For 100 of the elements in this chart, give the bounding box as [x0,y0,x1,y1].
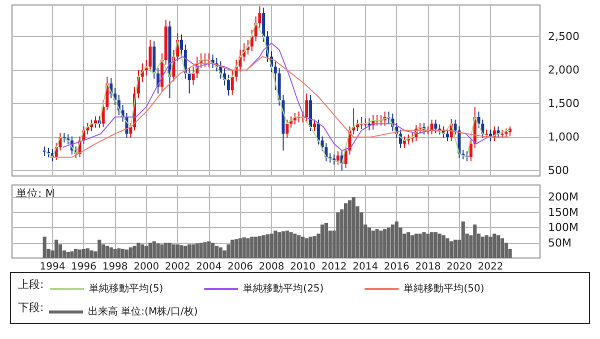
bar [274,230,278,258]
bar [285,230,289,258]
bar [156,243,160,258]
bar [480,236,484,258]
bar [484,235,488,258]
bar [453,240,458,258]
candlestick [446,129,449,142]
candlestick [262,7,266,42]
bar [488,236,492,258]
bar [70,251,74,258]
y-tick-label: 1,500 [548,97,580,110]
line-series [49,56,510,158]
bar [461,222,465,258]
bar [234,239,238,258]
bar [438,234,442,258]
bar [304,238,308,258]
bar [117,248,121,258]
bar [214,246,218,258]
bar [113,248,117,258]
bar [414,234,418,258]
bar [371,230,375,258]
bar [160,244,164,258]
bar [188,244,192,258]
candlestick [129,122,132,138]
y-tick-label: 200M [548,190,578,204]
y-tick-label: 1,000 [548,130,580,144]
y-tick-label: 150M [548,206,578,219]
bar [254,236,258,258]
candlestick [148,39,152,72]
bar [308,236,312,258]
x-tick-label: 2008 [258,262,284,272]
y-tick-label: 500 [548,164,569,178]
candlestick [430,119,434,135]
candlestick [328,152,332,164]
bar [90,250,94,258]
candlestick [286,119,289,138]
bar [128,247,132,258]
legend-title: 上段: [18,278,44,291]
bar [124,249,129,258]
bar [386,228,391,258]
bar [262,235,266,258]
x-tick-label: 2016 [384,262,410,272]
legend-label: 単純移動平均(50) [404,282,484,294]
legend-label: 出来高 単位:(M株/口/枚) [88,306,198,318]
candlestick [305,93,308,122]
bar [164,242,168,258]
x-tick-label: 2020 [446,262,472,272]
bar [352,197,356,258]
bar [58,244,62,258]
bar [293,234,297,258]
bar [266,234,270,258]
candlestick [434,119,438,134]
bar [238,238,242,258]
x-tick-label: 2006 [227,262,253,272]
candlestick [508,126,512,136]
bar [230,240,234,258]
bar [450,241,454,258]
bar [144,246,148,258]
legend-label: 単純移動平均(25) [243,282,324,294]
bar [207,241,211,258]
bar [406,232,410,258]
bar [168,242,172,258]
bar [297,235,301,258]
bar [109,247,113,258]
bar [492,234,496,258]
bar [148,242,152,258]
bar [176,244,180,258]
legend-title: 下段: [18,301,44,314]
candlestick [274,60,277,91]
x-tick-label: 2012 [321,262,347,272]
bar [281,231,286,258]
bar [289,232,293,258]
bar [101,244,106,258]
candlestick [402,136,406,148]
bar [250,236,254,258]
candlestick [312,119,316,132]
bar [348,200,352,258]
bar [211,242,215,258]
x-tick-label: 1996 [71,262,96,272]
bar [500,238,504,258]
y-tick-label: 50M [548,236,572,250]
bar [226,244,230,258]
x-tick-label: 1998 [102,262,128,272]
x-tick-label: 2014 [352,262,378,272]
bar [246,238,250,258]
candlestick [336,150,340,166]
candlestick [316,119,320,145]
x-tick-label: 1994 [40,262,66,272]
y-tick-label: 2,500 [548,30,580,44]
bar [496,235,500,258]
bar [473,224,477,258]
bar [320,224,324,258]
candlestick [180,34,183,58]
bar [430,232,434,258]
y-tick-label: 100M [548,221,578,234]
legend-label: 単純移動平均(5) [89,282,164,294]
bar [180,245,184,258]
bar [98,240,102,258]
bar [121,248,125,258]
x-tick-label: 2022 [478,262,504,272]
